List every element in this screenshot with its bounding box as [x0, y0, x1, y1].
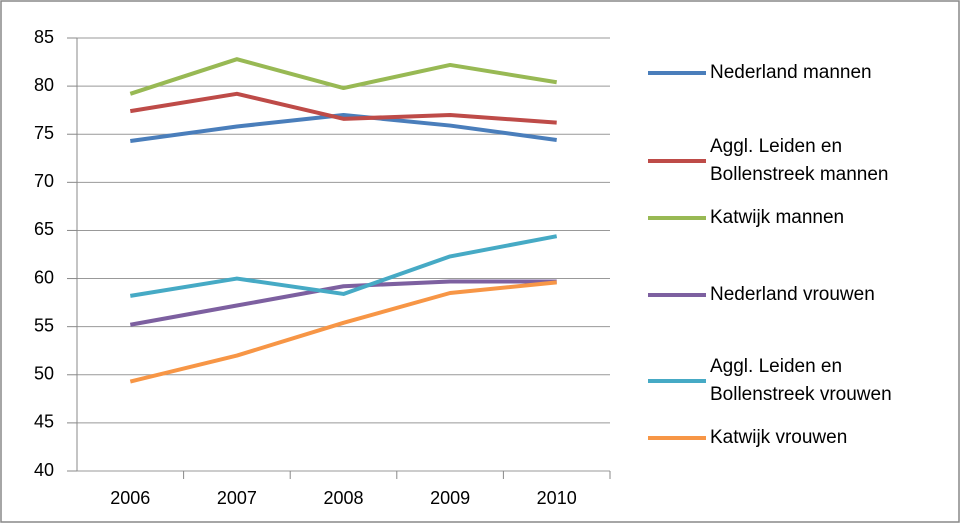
series-line — [130, 112, 557, 143]
y-tick-label: 75 — [34, 123, 54, 143]
legend-swatch — [648, 159, 706, 163]
y-tick-label: 80 — [34, 75, 54, 95]
x-tick-label: 2006 — [110, 488, 150, 508]
series-line — [129, 57, 558, 96]
legend-swatch — [648, 436, 706, 440]
legend-swatch — [648, 379, 706, 383]
x-tick-label: 2010 — [537, 488, 577, 508]
legend-entry: Aggl. Leiden en Bollenstreek vrouwen — [648, 353, 950, 409]
legend-entry: Nederland mannen — [648, 59, 950, 87]
legend-entry: Aggl. Leiden en Bollenstreek mannen — [648, 133, 950, 189]
y-tick-label: 85 — [34, 27, 54, 47]
legend-label: Aggl. Leiden en Bollenstreek mannen — [710, 136, 889, 185]
legend-label: Katwijk mannen — [710, 207, 845, 228]
y-tick-label: 45 — [34, 412, 54, 432]
legend-label: Nederland vrouwen — [710, 284, 875, 305]
legend-label: Aggl. Leiden en Bollenstreek vrouwen — [710, 356, 892, 405]
y-tick-label: 50 — [34, 364, 54, 384]
series-line — [129, 280, 557, 384]
legend-label: Katwijk vrouwen — [710, 427, 848, 448]
x-tick-label: 2007 — [217, 488, 257, 508]
y-tick-label: 70 — [34, 171, 54, 191]
y-tick-label: 40 — [34, 460, 54, 480]
x-tick-label: 2009 — [430, 488, 470, 508]
legend-swatch — [648, 293, 706, 297]
series-line — [129, 279, 557, 327]
y-tick-label: 55 — [34, 315, 54, 335]
legend-entry: Katwijk vrouwen — [648, 424, 950, 452]
series-line — [129, 234, 558, 298]
legend-label: Nederland mannen — [710, 62, 872, 83]
series-line — [129, 91, 557, 125]
x-tick-label: 2008 — [323, 488, 363, 508]
legend-entry: Nederland vrouwen — [648, 281, 950, 309]
legend-entry: Katwijk mannen — [648, 204, 950, 232]
legend-swatch — [648, 216, 706, 220]
legend-swatch — [648, 71, 706, 75]
y-tick-label: 60 — [34, 267, 54, 287]
y-tick-label: 65 — [34, 219, 54, 239]
